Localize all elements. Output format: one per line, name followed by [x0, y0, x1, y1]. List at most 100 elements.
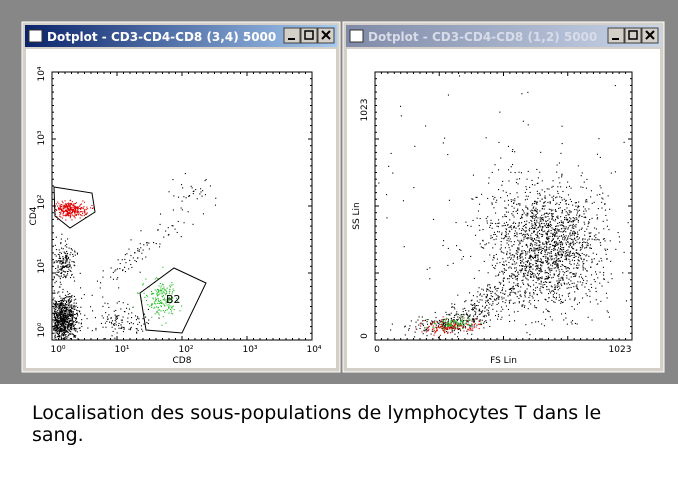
dot: [501, 316, 503, 318]
dot: [140, 247, 142, 249]
dot: [587, 225, 589, 227]
dot: [478, 225, 480, 227]
dot: [160, 213, 162, 215]
dot: [532, 256, 534, 258]
dot: [576, 284, 578, 286]
dot: [567, 181, 569, 183]
dot: [139, 271, 141, 273]
dot: [172, 313, 174, 315]
dot: [457, 313, 459, 315]
dot: [60, 266, 62, 268]
dot: [102, 305, 104, 307]
dot: [60, 315, 62, 317]
dot: [73, 299, 75, 301]
maximize-button[interactable]: [300, 27, 318, 44]
dot: [490, 219, 492, 221]
dot: [59, 316, 61, 318]
dot: [53, 321, 55, 323]
dot: [487, 285, 489, 287]
dot: [114, 337, 116, 339]
dot: [503, 252, 505, 254]
dot: [408, 329, 410, 331]
close-button[interactable]: [641, 27, 659, 44]
dot: [522, 276, 524, 278]
dot: [553, 273, 555, 275]
dot: [556, 202, 558, 204]
dot: [55, 308, 57, 310]
dot: [66, 322, 68, 324]
dot: [66, 316, 68, 318]
dot: [513, 274, 515, 276]
dot: [183, 222, 185, 224]
dot: [485, 297, 487, 299]
dot: [64, 326, 66, 328]
dot: [56, 312, 58, 314]
dot: [559, 287, 561, 289]
maximize-button[interactable]: [624, 27, 642, 44]
dot: [543, 208, 545, 210]
dot: [531, 249, 533, 251]
dot: [540, 271, 542, 273]
dot: [54, 254, 56, 256]
dot: [601, 260, 603, 262]
dot: [478, 328, 480, 330]
dot: [511, 213, 513, 215]
dot: [564, 312, 566, 314]
dot: [530, 259, 532, 261]
dot: [79, 272, 81, 274]
dot: [531, 223, 533, 225]
dot: [63, 206, 65, 208]
dot: [424, 319, 426, 321]
dot: [450, 321, 452, 323]
dot: [578, 242, 580, 244]
dot: [432, 330, 434, 332]
dot: [447, 320, 449, 322]
dot: [404, 334, 406, 336]
dot: [523, 250, 525, 252]
dot: [524, 268, 526, 270]
dot: [553, 261, 555, 263]
dot: [84, 211, 86, 213]
dot: [67, 306, 69, 308]
dot: [148, 319, 150, 321]
dot: [497, 287, 499, 289]
dot: [462, 323, 464, 325]
dot: [64, 319, 66, 321]
dot: [562, 250, 564, 252]
dot: [566, 277, 568, 279]
dot: [550, 210, 552, 212]
dot: [137, 250, 139, 252]
dot: [512, 302, 514, 304]
dot: [502, 308, 504, 310]
dot: [512, 273, 514, 275]
dot: [61, 312, 63, 314]
dot: [488, 314, 490, 316]
dot: [546, 237, 548, 239]
close-button[interactable]: [317, 27, 335, 44]
dot: [60, 210, 62, 212]
dot: [598, 239, 600, 241]
dot: [73, 205, 75, 207]
dot: [457, 318, 459, 320]
y-axis-label: CD4: [29, 206, 39, 225]
dot: [539, 216, 541, 218]
dot: [529, 256, 531, 258]
dot: [589, 244, 591, 246]
dot: [483, 316, 485, 318]
dot: [531, 232, 533, 234]
dot: [547, 252, 549, 254]
dot: [76, 211, 78, 213]
dot: [63, 334, 65, 336]
minimize-button[interactable]: [607, 27, 625, 44]
dot: [536, 234, 538, 236]
minimize-button[interactable]: [283, 27, 301, 44]
dot: [57, 292, 59, 294]
dot: [581, 172, 583, 174]
dot: [100, 282, 102, 284]
dot: [540, 281, 542, 283]
dot: [509, 193, 511, 195]
dot: [456, 321, 458, 323]
dot: [551, 214, 553, 216]
dot: [527, 283, 529, 285]
dot: [454, 308, 456, 310]
